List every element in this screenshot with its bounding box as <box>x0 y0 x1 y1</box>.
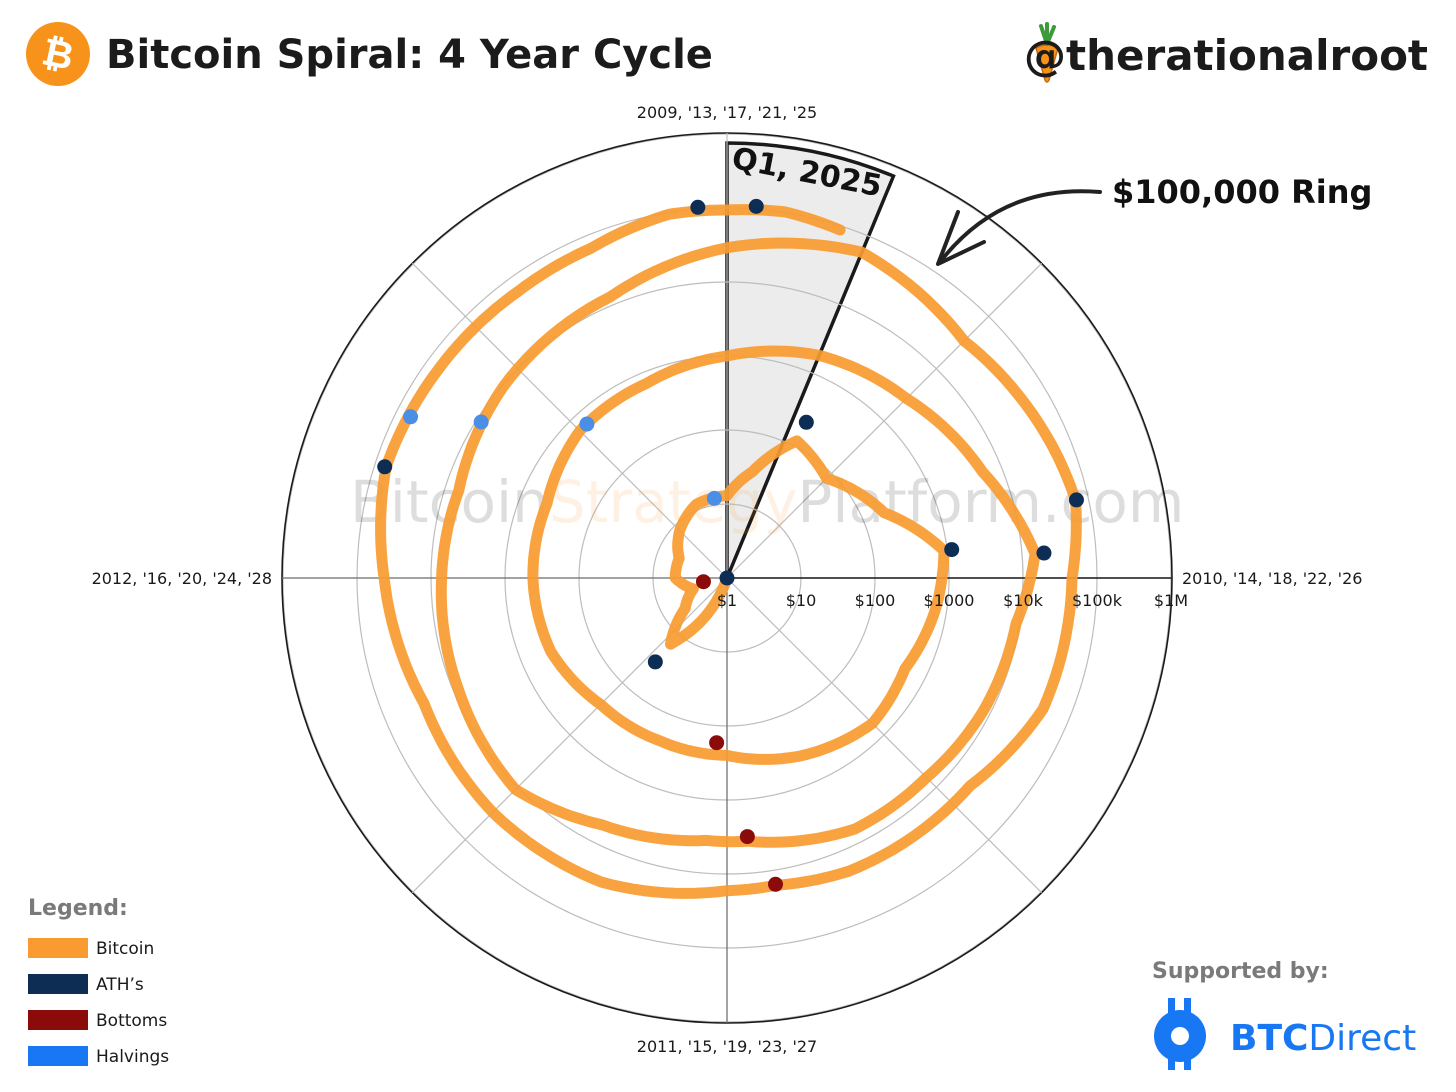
polar-grid <box>281 132 1173 1024</box>
radial-tick-label: $1 <box>717 591 737 610</box>
axis-labels: 2009, '13, '17, '21, '25 2010, '14, '18, … <box>92 103 1363 1056</box>
radial-tick-label: $100 <box>855 591 896 610</box>
grid-spoke <box>411 262 728 579</box>
annotation-arrow-icon <box>936 189 1102 266</box>
ath-s-marker <box>377 459 393 475</box>
bitcoin-logo-icon: ₿ <box>26 22 90 86</box>
watermark: BitcoinStrategyPlatform.com <box>350 468 1184 536</box>
radial-tick-label: $1000 <box>924 591 975 610</box>
bitcoin-series-line <box>375 204 1082 899</box>
ath-s-marker <box>1068 492 1084 508</box>
series-layer <box>375 204 1082 899</box>
legend-label: Bottoms <box>96 1011 167 1031</box>
halvings-marker <box>473 414 489 430</box>
bottoms-marker <box>709 735 725 751</box>
bottoms-marker <box>739 829 755 845</box>
ath-s-marker <box>944 542 960 558</box>
ath-s-marker <box>690 199 706 215</box>
angular-label-bottom: 2011, '15, '19, '23, '27 <box>637 1037 817 1056</box>
watermark-part-2: Strategy <box>549 468 798 536</box>
bottoms-marker <box>695 574 711 590</box>
ath-s-marker <box>719 570 735 586</box>
radial-tick-label: $10 <box>786 591 817 610</box>
radial-tick-label: $100k <box>1072 591 1123 610</box>
legend-label: ATH’s <box>96 975 144 995</box>
halvings-marker <box>403 409 419 425</box>
legend-label: Halvings <box>96 1047 169 1067</box>
chart-title: Bitcoin Spiral: 4 Year Cycle <box>106 32 713 78</box>
ath-s-marker <box>1036 545 1052 561</box>
legend-swatch <box>28 938 88 958</box>
angular-label-right: 2010, '14, '18, '22, '26 <box>1182 569 1362 588</box>
angular-label-top: 2009, '13, '17, '21, '25 <box>637 103 817 122</box>
radial-tick-label: $10k <box>1003 591 1044 610</box>
marker-layer <box>377 198 1084 892</box>
ath-s-marker <box>748 198 764 214</box>
sponsor-label: Supported by: <box>1152 959 1329 984</box>
legend-swatch <box>28 974 88 994</box>
grid-spoke <box>726 577 1043 894</box>
carrot-icon <box>1035 22 1059 83</box>
ath-s-marker <box>798 414 814 430</box>
legend-label: Bitcoin <box>96 939 154 959</box>
author-handle: @therationalroot <box>1024 31 1428 80</box>
sponsor-brand: BTCDirect <box>1230 1018 1416 1059</box>
sponsor-brand-bold: BTC <box>1230 1018 1308 1059</box>
angular-label-left: 2012, '16, '20, '24, '28 <box>92 569 272 588</box>
ring-label: $100,000 Ring <box>1112 173 1372 211</box>
ath-s-marker <box>647 654 663 670</box>
halvings-marker <box>706 490 722 506</box>
legend-title: Legend: <box>28 896 128 921</box>
grid-spoke <box>726 262 1043 579</box>
legend-swatch <box>28 1046 88 1066</box>
bottoms-marker <box>768 876 784 892</box>
sponsor-brand-light: Direct <box>1308 1018 1416 1059</box>
halvings-marker <box>579 416 595 432</box>
legend-swatch <box>28 1010 88 1030</box>
legend: Legend: Bitcoin ATH’s Bottoms Halvings <box>28 896 169 1067</box>
radial-tick-label: $1M <box>1154 591 1188 610</box>
btc-direct-logo-icon <box>1154 998 1206 1070</box>
